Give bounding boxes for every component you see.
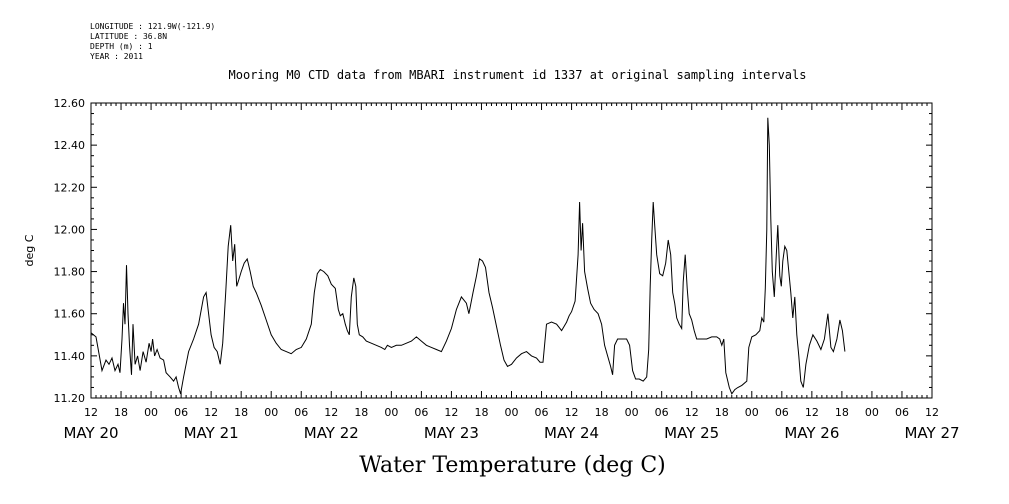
meta-year: YEAR : 2011 [90,52,143,61]
x-tick-label: 06 [174,406,188,419]
metadata-block: LONGITUDE : 121.9W(-121.9) LATITUDE : 36… [90,22,215,62]
x-tick-label: 18 [474,406,488,419]
x-tick-label: 12 [84,406,98,419]
x-day-label: MAY 21 [184,424,239,442]
series-line-0 [90,117,846,395]
axis-ticks [90,102,933,399]
meta-longitude: LONGITUDE : 121.9W(-121.9) [90,22,216,31]
y-axis-label: deg C [23,234,36,266]
x-tick-label: 06 [294,406,308,419]
x-tick-label: 12 [805,406,819,419]
x-tick-label: 12 [685,406,699,419]
x-tick-label: 12 [324,406,338,419]
x-day-label: MAY 27 [904,424,959,442]
x-tick-label: 00 [505,406,519,419]
y-tick-label: 11.80 [54,266,86,279]
temperature-chart: 11.20 11.40 11.60 11.80 12.00 12.20 12.40 12.60… [23,97,960,442]
x-tick-label: 18 [595,406,609,419]
plot-axes [90,102,933,399]
meta-depth: DEPTH (m) : 1 [90,42,153,51]
x-tick-label: 06 [895,406,909,419]
x-tick-label: 00 [264,406,278,419]
y-tick-label: 12.00 [54,223,86,236]
x-tick-label: 00 [384,406,398,419]
meta-latitude: LATITUDE : 36.8N [90,32,168,41]
y-tick-label: 12.60 [54,97,86,110]
y-tick-label: 12.20 [54,181,86,194]
x-tick-label: 00 [144,406,158,419]
x-tick-label: 12 [444,406,458,419]
y-tick-label: 12.40 [54,139,86,152]
x-tick-label: 06 [775,406,789,419]
x-tick-label: 12 [925,406,939,419]
x-tick-label: 06 [535,406,549,419]
x-tick-label: 18 [354,406,368,419]
axis-labels: 11.20 11.40 11.60 11.80 12.00 12.20 12.40 12.60… [23,97,960,442]
x-tick-label: 06 [414,406,428,419]
x-day-label: MAY 24 [544,424,599,442]
y-tick-label: 11.20 [54,392,86,405]
x-tick-label: 18 [715,406,729,419]
x-tick-label: 00 [625,406,639,419]
x-tick-label: 18 [234,406,248,419]
x-tick-label: 18 [835,406,849,419]
x-tick-label: 18 [114,406,128,419]
x-day-label: MAY 25 [664,424,719,442]
x-tick-label: 06 [655,406,669,419]
chart-title: Mooring M0 CTD data from MBARI instrumen… [228,68,807,82]
y-tick-label: 11.40 [54,350,86,363]
plot-frame [90,102,933,399]
x-tick-label: 12 [565,406,579,419]
x-tick-label: 12 [204,406,218,419]
x-tick-label: 00 [745,406,759,419]
x-day-label: MAY 20 [63,424,118,442]
x-day-label: MAY 23 [424,424,479,442]
y-tick-label: 11.60 [54,308,86,321]
x-day-label: MAY 22 [304,424,359,442]
chart-caption: Water Temperature (deg C) [359,453,666,478]
x-day-label: MAY 26 [784,424,839,442]
data-series [90,117,846,395]
x-tick-label: 00 [865,406,879,419]
